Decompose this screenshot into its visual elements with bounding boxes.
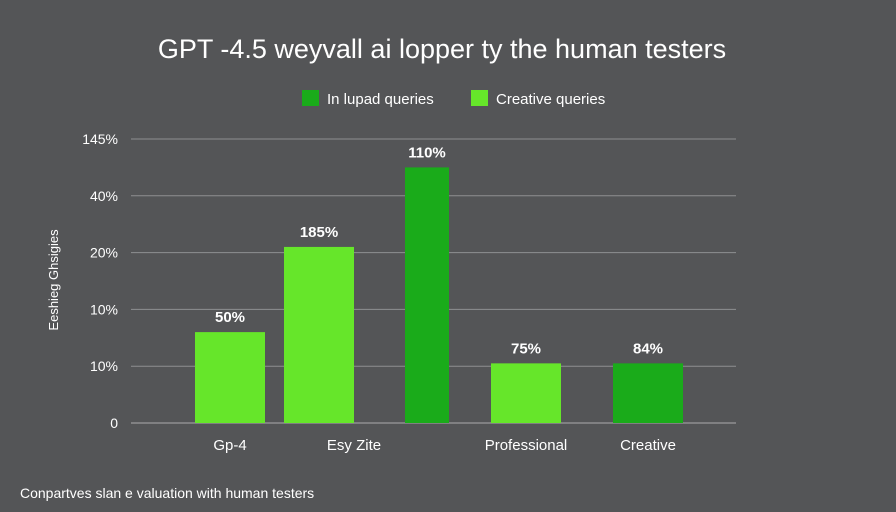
bar — [491, 363, 561, 423]
legend-swatch-in-lupad — [302, 90, 319, 106]
category-label: Professional — [485, 437, 568, 454]
data-label: 50% — [215, 309, 245, 326]
bar — [613, 363, 683, 423]
y-tick-label: 145% — [82, 131, 118, 147]
y-axis-label: Eeshieg Ghsigies — [46, 229, 61, 331]
data-label: 75% — [511, 340, 541, 357]
data-label: 185% — [300, 224, 338, 241]
footnote: Conpartves slan e valuation with human t… — [20, 485, 314, 501]
y-tick-label: 10% — [90, 301, 118, 317]
y-tick-label: 10% — [90, 358, 118, 374]
legend-swatch-creative — [471, 90, 488, 106]
legend-label-creative: Creative queries — [496, 91, 605, 108]
bar — [284, 246, 354, 423]
category-labels: Gp-4 Esy Zite Professional Creative — [213, 437, 676, 454]
bar — [195, 332, 265, 423]
legend-label-in-lupad: In lupad queries — [327, 91, 434, 108]
data-label: 110% — [408, 144, 446, 161]
y-tick-label: 40% — [90, 188, 118, 204]
y-ticks: 0 10% 10% 20% 40% 145% — [82, 131, 118, 431]
y-tick-label: 0 — [110, 415, 118, 431]
y-tick-label: 20% — [90, 245, 118, 261]
chart-title: GPT -4.5 weyvall ai lopper ty the human … — [158, 34, 726, 64]
legend: In lupad queries Creative queries — [302, 90, 605, 108]
category-label: Esy Zite — [327, 437, 381, 454]
data-label: 84% — [633, 340, 663, 357]
category-label: Gp-4 — [213, 437, 246, 454]
data-labels: 50% 185% 110% 75% 84% — [215, 144, 663, 357]
category-label: Creative — [620, 437, 676, 454]
bars — [195, 167, 683, 423]
bar — [405, 167, 449, 423]
